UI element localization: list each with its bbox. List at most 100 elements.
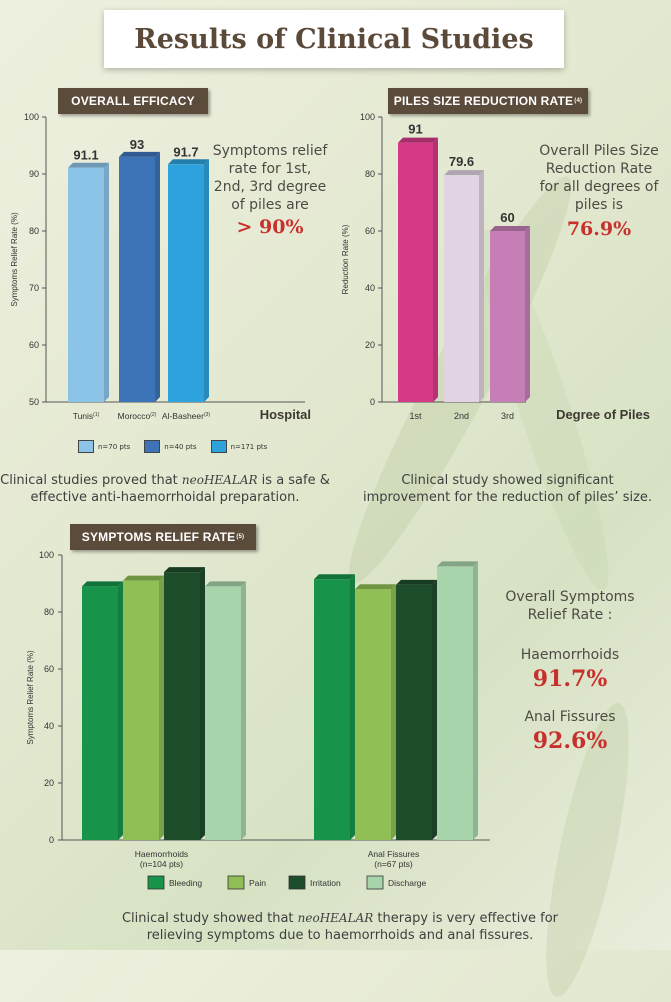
legend-swatch	[78, 440, 94, 453]
y-axis-label: Symptoms Relief Rate (%)	[26, 650, 35, 745]
y-tick-label: 40	[44, 721, 54, 731]
group-sublabel: (n=67 pts)	[374, 859, 413, 869]
y-tick-label: 70	[29, 283, 39, 293]
efficacy-summary: Symptoms relief rate for 1st, 2nd, 3rd d…	[205, 142, 335, 238]
efficacy-summary-value: > 90%	[236, 216, 304, 238]
bar-value-label: 60	[500, 210, 514, 225]
bar-side	[350, 574, 355, 840]
group-label: Anal Fissures	[368, 849, 420, 859]
bar-side	[479, 170, 484, 402]
y-tick-label: 0	[370, 397, 375, 407]
overall-efficacy-label: OVERALL EFFICACY	[58, 88, 208, 114]
piles-reduction-label: PILES SIZE REDUCTION RATE (4)	[388, 88, 588, 114]
legend-swatch	[147, 875, 165, 890]
y-tick-label: 100	[24, 112, 39, 122]
y-tick-label: 50	[29, 397, 39, 407]
y-tick-label: 40	[365, 283, 375, 293]
bar-top	[398, 137, 438, 143]
y-tick-label: 90	[29, 169, 39, 179]
bar	[82, 586, 118, 840]
relief-summary: Overall Symptoms Relief Rate : Haemorrho…	[500, 588, 640, 754]
bar	[314, 579, 350, 840]
bar	[444, 175, 479, 402]
y-tick-label: 80	[29, 226, 39, 236]
legend-swatch	[366, 875, 384, 890]
bar-top	[314, 574, 355, 580]
bar-side	[204, 159, 209, 402]
bar-side	[118, 581, 123, 840]
y-tick-label: 100	[39, 550, 54, 560]
bar-top	[168, 159, 209, 165]
y-tick-label: 20	[44, 778, 54, 788]
bar	[396, 584, 432, 840]
bar	[168, 164, 204, 402]
bar-top	[205, 581, 246, 587]
bar-value-label: 79.6	[449, 154, 474, 169]
x-tick-label: Tunis(1)	[73, 411, 100, 421]
bar-side	[391, 584, 396, 840]
brand-name: neoHEALAR	[181, 473, 258, 487]
legend-item: n=70 pts	[78, 440, 130, 453]
y-tick-label: 80	[44, 607, 54, 617]
bar-value-label: 91.1	[73, 148, 98, 163]
y-tick-label: 20	[365, 340, 375, 350]
piles-caption: Clinical study showed significant improv…	[362, 473, 653, 505]
x-tick-label: Al-Basheer(3)	[162, 411, 211, 421]
group-sublabel: (n=104 pts)	[140, 859, 183, 869]
bar-side	[525, 226, 530, 402]
piles-summary-value: 76.9%	[566, 218, 632, 240]
x-tick-label: 3rd	[501, 411, 514, 421]
bar-top	[119, 151, 160, 157]
bar	[490, 231, 525, 402]
bar-value-label: 91	[408, 122, 422, 137]
bar-top	[444, 170, 484, 176]
anal-fissures-relief-value: 92.6%	[532, 728, 608, 754]
bar-value-label: 91.7	[173, 144, 198, 159]
bar-value-label: 93	[130, 137, 144, 152]
bar-top	[396, 579, 437, 585]
bar	[164, 572, 200, 840]
x-tick-label: 2nd	[454, 411, 469, 421]
bar	[355, 589, 391, 840]
legend-label: Bleeding	[169, 878, 202, 888]
bar-side	[200, 567, 205, 840]
symptoms-relief-label: SYMPTOMS RELIEF RATE (5)	[70, 524, 256, 550]
x-tick-label: Morocco(2)	[118, 411, 157, 421]
y-tick-label: 60	[365, 226, 375, 236]
bar-side	[159, 575, 164, 840]
efficacy-caption: Clinical studies proved that neoHEALAR i…	[0, 473, 330, 505]
bar-side	[473, 561, 478, 840]
symptoms-relief-chart: 0 20 40 60 80 100 Symptoms Relief Rate (%) Haem…	[26, 550, 490, 890]
piles-summary: Overall Piles Size Reduction Rate for al…	[530, 142, 668, 240]
bar-side	[241, 581, 246, 840]
legend-item: n=40 pts	[144, 440, 197, 453]
overall-efficacy-chart: 50 60 70 80 90 100 Symptoms Relief Rate (%) 91.…	[10, 112, 311, 422]
x-axis-label: Degree of Piles	[556, 407, 650, 422]
bar-side	[155, 151, 160, 402]
legend-item: n=171 pts	[210, 440, 267, 453]
y-axis-label: Symptoms Relief Rate (%)	[10, 212, 19, 307]
bar-side	[104, 162, 109, 402]
x-tick-label: 1st	[409, 411, 422, 421]
bar-side	[432, 579, 437, 840]
y-axis-label: Reduction Rate (%)	[341, 224, 350, 294]
y-tick-label: 100	[360, 112, 375, 122]
relief-caption: Clinical study showed that neoHEALAR the…	[121, 911, 559, 943]
bar-top	[355, 584, 396, 590]
y-tick-label: 60	[29, 340, 39, 350]
bar-top	[490, 226, 530, 231]
bar	[68, 167, 104, 402]
bar-top	[123, 575, 164, 581]
x-axis-label: Hospital	[260, 407, 311, 422]
bar	[398, 142, 433, 402]
legend-label: Pain	[249, 878, 266, 888]
bar	[119, 156, 155, 402]
page-title-box: Results of Clinical Studies	[104, 10, 564, 68]
legend-swatch	[227, 875, 245, 890]
bar-top	[164, 567, 205, 573]
legend-label: Discharge	[388, 878, 427, 888]
y-tick-label: 80	[365, 169, 375, 179]
bar-top	[82, 581, 123, 587]
bar	[437, 566, 473, 840]
bar-side	[433, 137, 438, 402]
